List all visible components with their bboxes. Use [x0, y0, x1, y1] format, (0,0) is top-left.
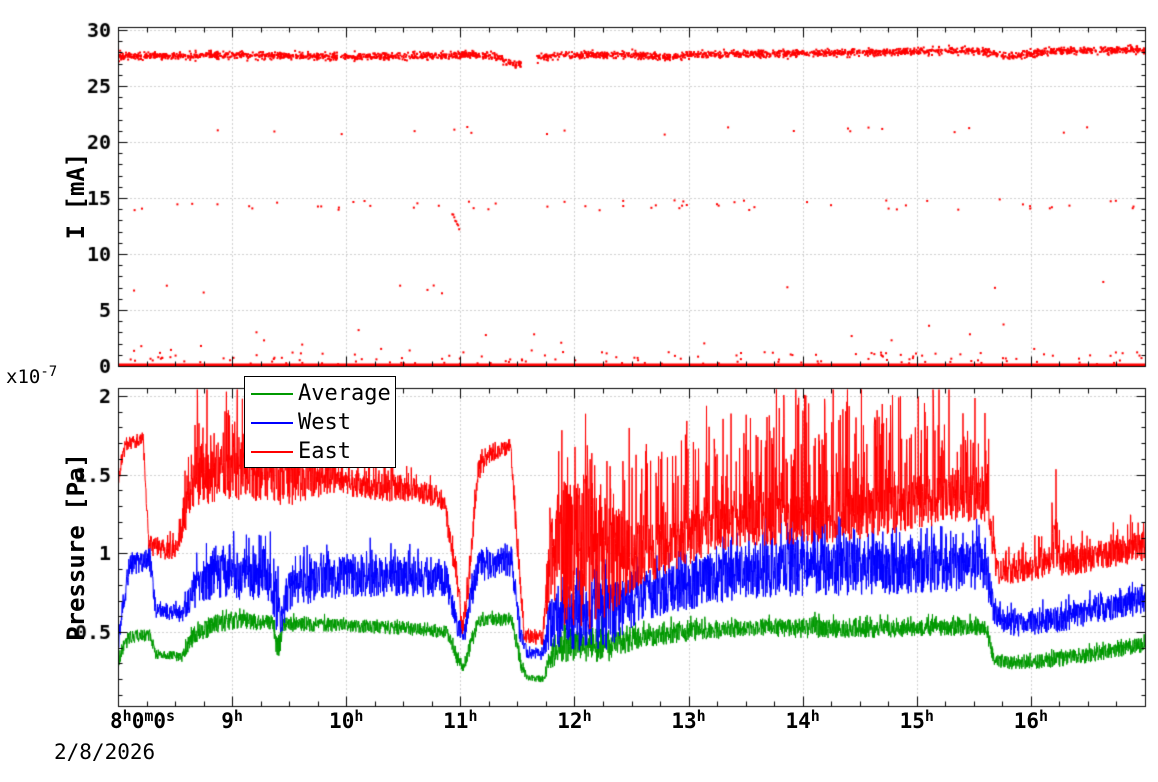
- scale-exponent: -7: [40, 364, 58, 380]
- x-tick-label: 16h: [1013, 707, 1049, 733]
- x-tick-label: 11h: [443, 707, 478, 733]
- pressure-axis-title: Pressure [Pa]: [62, 453, 90, 641]
- legend-item-average: Average: [245, 379, 395, 408]
- x-tick-label: 14h: [785, 707, 820, 733]
- x-tick-label: 9h: [221, 707, 243, 733]
- pressure-scale-factor: x10-7: [6, 364, 58, 388]
- x-tick-label: 13h: [671, 707, 706, 733]
- legend-item-east: East: [245, 437, 395, 466]
- x-tick-label: 15h: [899, 707, 934, 733]
- x-tick-label: 10h: [329, 707, 364, 733]
- legend-item-west: West: [245, 408, 395, 437]
- x-axis-labels: 8h0m0s 9h 10h 11h 12h 13h 14h 15h 16h: [0, 707, 1158, 739]
- legend-marker-west-line: [251, 421, 293, 424]
- legend-label-average: Average: [298, 381, 391, 406]
- scale-base: x10: [6, 366, 41, 388]
- legend-label-west: West: [298, 410, 351, 435]
- legend-marker-east-line: [251, 450, 293, 453]
- x-tick-label: 12h: [557, 707, 592, 733]
- legend: Average West East: [244, 376, 396, 468]
- x-tick-label: 8h0m0s: [110, 707, 176, 733]
- legend-marker-average-line: [251, 392, 293, 395]
- current-axis-title: I [mA]: [62, 152, 90, 240]
- legend-label-east: East: [298, 439, 351, 464]
- date-label: 2/8/2026: [54, 740, 156, 764]
